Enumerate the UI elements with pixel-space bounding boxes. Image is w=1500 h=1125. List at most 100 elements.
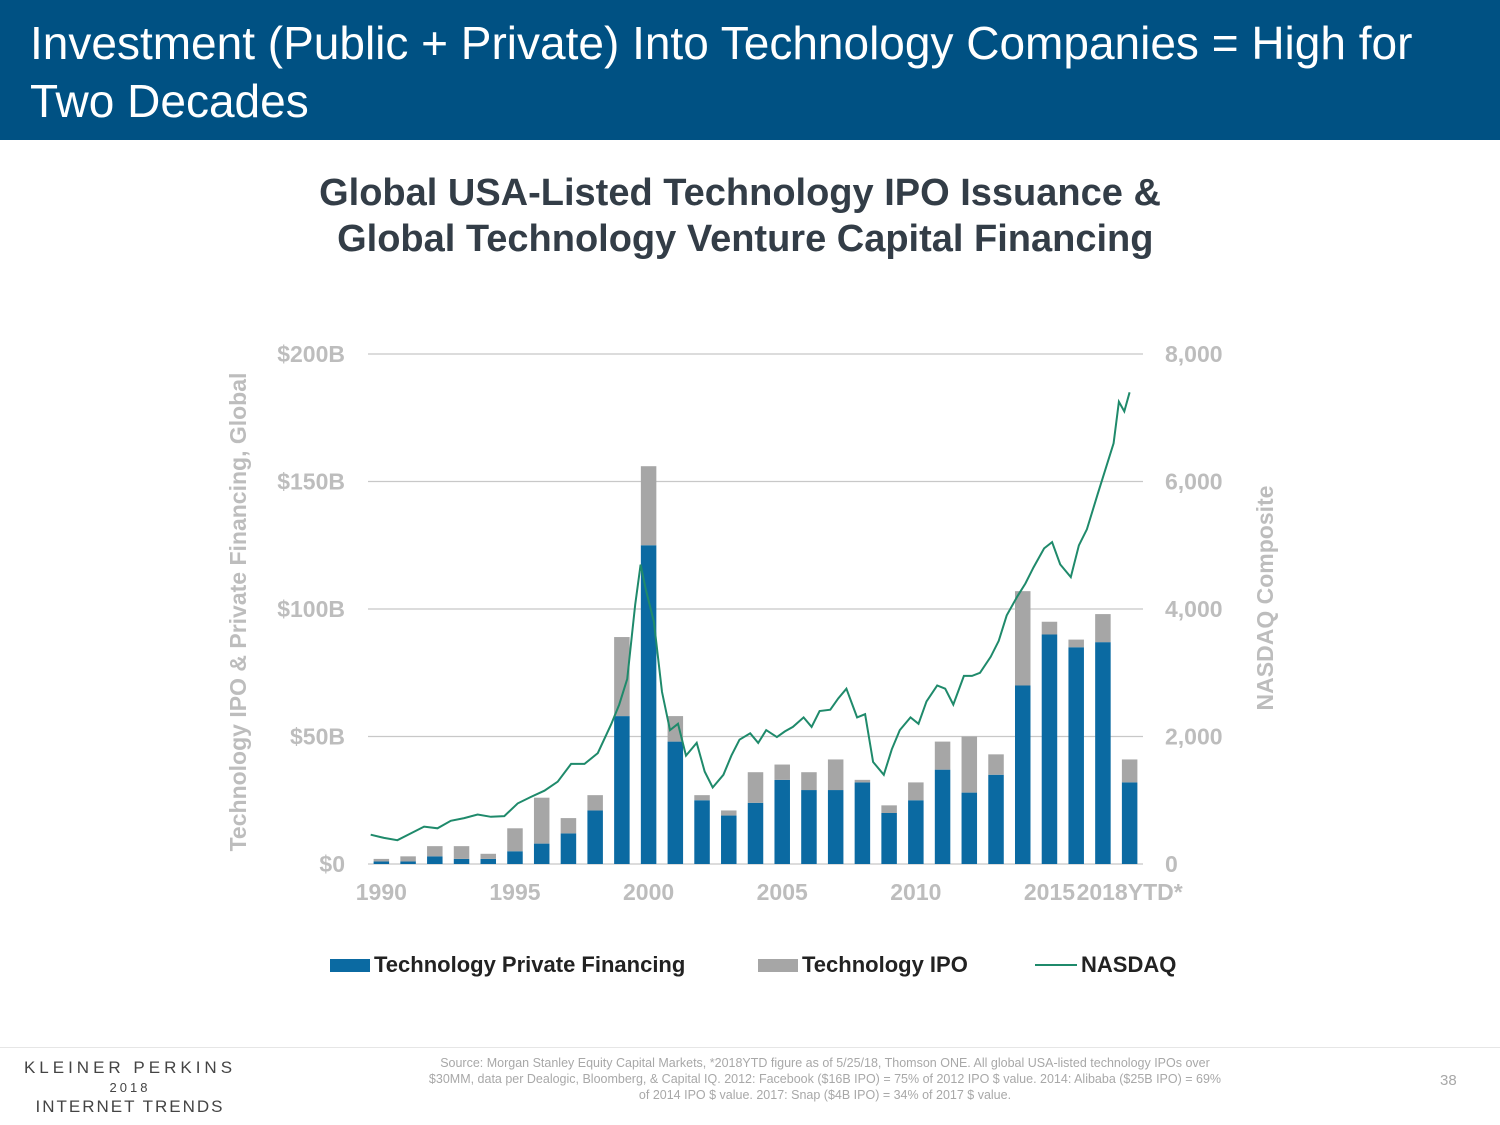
bar-private (747, 802, 764, 864)
bar-private (400, 861, 416, 864)
bar-ipo (533, 797, 550, 844)
bar-private (1068, 647, 1084, 864)
bar-private (667, 741, 684, 864)
bar-private (640, 545, 657, 864)
bar-private (1041, 634, 1058, 864)
bar-ipo (587, 795, 603, 811)
page-number: 38 (1440, 1072, 1457, 1089)
bar-private (480, 858, 497, 864)
bar-ipo (640, 466, 657, 546)
bar-ipo (667, 716, 684, 742)
x-tick-label: 1990 (356, 879, 407, 905)
y-tick-label-left: $150B (277, 469, 345, 495)
y-axis-title-left: Technology IPO & Private Financing, Glob… (225, 373, 251, 852)
bar-private (1121, 782, 1138, 864)
y-tick-label-left: $50B (290, 724, 345, 750)
y-tick-label-right: 0 (1165, 851, 1178, 877)
nasdaq-line (370, 392, 1131, 842)
bar-private (774, 779, 790, 864)
bar-private (1095, 642, 1111, 864)
bar-ipo (560, 818, 577, 834)
bar-ipo (854, 779, 871, 783)
legend-item-private: Technology Private Financing (330, 950, 685, 980)
y-tick-label-left: $200B (277, 341, 345, 367)
bar-private (694, 800, 710, 864)
bar-private (614, 716, 630, 864)
bar-ipo (614, 637, 630, 717)
bar-ipo (827, 759, 844, 791)
x-tick-label: 2015 (1024, 879, 1075, 905)
bar-private (934, 769, 951, 864)
bar-ipo (1095, 614, 1111, 643)
y-tick-label-right: 8,000 (1165, 341, 1223, 367)
bar-ipo (373, 858, 390, 862)
bar-ipo (1121, 759, 1138, 783)
logo-line2: 2018 (109, 1080, 151, 1095)
bar-private (560, 833, 577, 864)
bar-ipo (427, 846, 443, 857)
bar-private (373, 861, 390, 864)
legend-swatch-private (330, 958, 370, 972)
bar-private (507, 851, 523, 864)
page-title: Investment (Public + Private) Into Techn… (30, 17, 1413, 127)
bar-ipo (507, 828, 523, 852)
bar-private (988, 774, 1004, 864)
footer-divider (0, 1047, 1500, 1048)
legend-item-ipo: Technology IPO (758, 950, 968, 980)
legend-label-private: Technology Private Financing (374, 952, 686, 977)
bar-private (721, 815, 737, 864)
chart-title-line1: Global USA-Listed Technology IPO Issuanc… (319, 172, 1161, 214)
bar-ipo (1068, 639, 1084, 648)
bar-ipo (801, 772, 817, 791)
x-tick-label: 2018YTD* (1077, 879, 1183, 905)
logo-line1: KLEINER PERKINS (23, 1058, 237, 1077)
bar-ipo (1041, 621, 1058, 635)
y-axis-title-right: NASDAQ Composite (1252, 486, 1278, 711)
header-bar: Investment (Public + Private) Into Techn… (0, 0, 1500, 140)
bar-ipo (934, 741, 951, 770)
bar-ipo (694, 795, 710, 801)
legend-swatch-ipo (758, 958, 798, 972)
bar-private (908, 800, 924, 864)
bar-private (854, 782, 871, 864)
legend-item-nasdaq: NASDAQ (1035, 950, 1176, 980)
bar-private (827, 790, 844, 864)
bar-private (801, 790, 817, 864)
bar-ipo (400, 856, 416, 862)
y-tick-label-right: 2,000 (1165, 724, 1223, 750)
legend-swatch-nasdaq (1035, 964, 1077, 966)
bar-private (427, 856, 443, 864)
chart-title-line2: Global Technology Venture Capital Financ… (326, 218, 1154, 260)
bar-ipo (747, 772, 764, 803)
source-note: Source: Morgan Stanley Equity Capital Ma… (428, 1056, 1222, 1102)
chart-title: Global USA-Listed Technology IPO Issuanc… (0, 170, 1480, 262)
y-tick-label-left: $0 (319, 851, 345, 877)
bar-ipo (881, 805, 897, 813)
brand-logo: KLEINER PERKINS 2018 INTERNET TRENDS (20, 1058, 240, 1117)
bar-ipo (1014, 591, 1031, 686)
bar-ipo (774, 764, 790, 780)
legend-label-nasdaq: NASDAQ (1081, 952, 1177, 977)
bar-ipo (908, 782, 924, 801)
bar-private (961, 792, 978, 864)
y-tick-label-left: $100B (277, 596, 345, 622)
chart-canvas: $0 0 $50B 2,000 $100B 4,000 $150B 6,000 $200B 8,0… (225, 341, 1278, 905)
bar-private (533, 843, 550, 864)
bar-ipo (453, 846, 470, 859)
x-tick-label: 2010 (890, 879, 941, 905)
x-tick-label: 1995 (489, 879, 540, 905)
x-tick-label: 2005 (757, 879, 808, 905)
bar-private (453, 858, 470, 864)
bar-ipo (988, 754, 1004, 775)
bar-private (1014, 685, 1031, 864)
bar-ipo (961, 736, 978, 793)
bar-private (881, 813, 897, 864)
logo-line3: INTERNET TRENDS (35, 1097, 225, 1116)
bar-ipo (721, 810, 737, 816)
legend-label-ipo: Technology IPO (802, 952, 968, 977)
bar-ipo (480, 853, 497, 859)
y-tick-label-right: 6,000 (1165, 469, 1223, 495)
y-tick-label-right: 4,000 (1165, 596, 1223, 622)
bar-private (587, 810, 603, 864)
x-tick-label: 2000 (623, 879, 674, 905)
